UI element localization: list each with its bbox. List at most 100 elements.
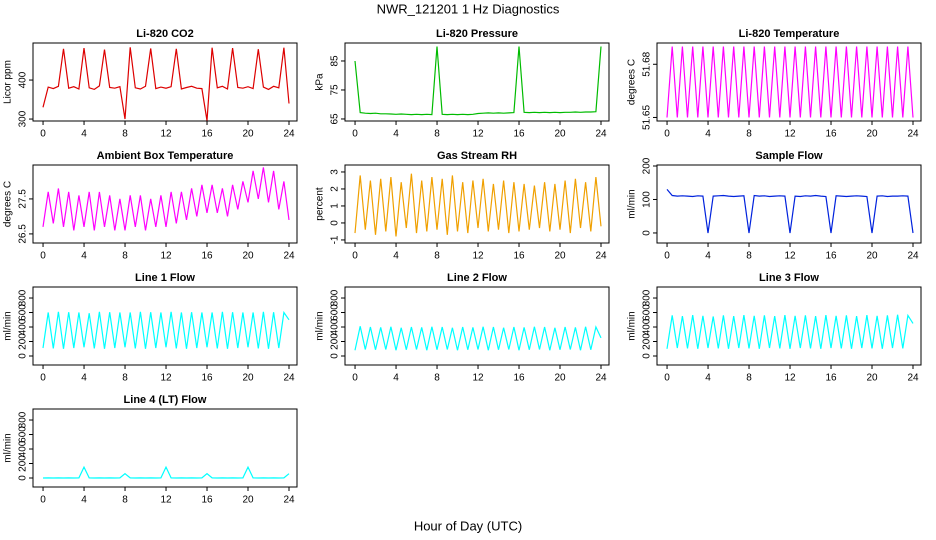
y-tick-label: 100: [642, 191, 653, 208]
y-tick-label: 400: [18, 71, 29, 88]
y-tick-label: 75: [330, 84, 341, 96]
plot-area: [354, 325, 602, 351]
y-axis-title: Licor ppm: [3, 60, 14, 104]
panel-frame: [32, 164, 298, 244]
x-tick-label: 20: [866, 129, 878, 140]
panel-title: Line 4 (LT) Flow: [124, 394, 207, 406]
x-tick-label: 20: [554, 129, 566, 140]
x-tick-label: 16: [201, 495, 213, 506]
x-tick-label: 20: [242, 251, 254, 262]
x-tick-label: 16: [513, 373, 525, 384]
y-axis-title: ml/min: [627, 189, 638, 218]
x-tick-label: 8: [434, 373, 440, 384]
y-tick-label: 600: [330, 304, 341, 321]
y-tick-label: 200: [18, 455, 29, 472]
x-tick-label: 8: [122, 495, 128, 506]
panel-frame: [32, 408, 298, 488]
data-line: [666, 46, 914, 118]
x-tick-label: 0: [40, 251, 46, 262]
panel-frame: [656, 286, 922, 366]
figure-title: NWR_121201 1 Hz Diagnostics: [377, 1, 560, 16]
x-tick-label: 4: [393, 251, 399, 262]
panel-frame: [344, 164, 610, 244]
panel-frame: [344, 42, 610, 122]
x-tick-label: 20: [554, 373, 566, 384]
x-tick-label: 12: [160, 373, 172, 384]
panel-title: Li-820 Temperature: [739, 28, 840, 40]
x-tick-label: 20: [554, 251, 566, 262]
y-axis-title: ml/min: [627, 311, 638, 340]
x-tick-label: 8: [746, 129, 752, 140]
x-tick-label: 4: [393, 373, 399, 384]
x-tick-label: 12: [472, 373, 484, 384]
x-tick-label: 24: [595, 251, 607, 262]
y-tick-label: 200: [642, 157, 653, 174]
x-tick-label: 4: [705, 251, 711, 262]
x-tick-label: 24: [907, 373, 919, 384]
y-tick-label: 85: [330, 55, 341, 67]
y-tick-label: 800: [642, 289, 653, 306]
y-tick-label: 300: [18, 110, 29, 127]
y-tick-label: 400: [18, 440, 29, 457]
plot-area: [354, 173, 602, 237]
panel: Ambient Box Temperature degrees C 0 4 8 12 16 2…: [3, 150, 298, 262]
data-line: [354, 325, 602, 351]
x-tick-label: 16: [825, 251, 837, 262]
x-tick-label: 16: [201, 373, 213, 384]
x-tick-label: 4: [81, 495, 87, 506]
x-tick-label: 24: [283, 373, 295, 384]
x-tick-label: 24: [907, 251, 919, 262]
y-axis-title: ml/min: [315, 311, 326, 340]
x-tick-label: 4: [81, 251, 87, 262]
x-tick-label: 16: [825, 129, 837, 140]
panel-frame: [344, 286, 610, 366]
panel-title: Line 3 Flow: [759, 272, 819, 284]
plot-area: [42, 47, 290, 121]
y-tick-label: 600: [18, 426, 29, 443]
y-tick-label: 400: [18, 318, 29, 335]
panel: Li-820 Pressure kPa 0 4 8 12 16 20 24 65 75 85: [315, 28, 610, 140]
x-tick-label: 16: [825, 373, 837, 384]
panel-title: Ambient Box Temperature: [97, 150, 234, 162]
panel: Li-820 Temperature degrees C 0 4 8 12 16 20 24 51…: [627, 28, 922, 140]
x-tick-label: 12: [472, 251, 484, 262]
x-tick-label: 12: [160, 129, 172, 140]
x-tick-label: 12: [784, 251, 796, 262]
x-tick-label: 4: [81, 373, 87, 384]
y-tick-label: 3: [330, 169, 341, 175]
y-tick-label: 0: [330, 220, 341, 226]
x-tick-label: 20: [866, 251, 878, 262]
panel: Li-820 CO2 Licor ppm 0 4 8 12 16 20 24 300 400: [3, 28, 298, 140]
data-line: [42, 47, 290, 121]
x-tick-label: 20: [866, 373, 878, 384]
x-tick-label: 12: [160, 495, 172, 506]
y-tick-label: 0: [642, 353, 653, 359]
y-tick-label: 400: [330, 318, 341, 335]
y-axis-title: ml/min: [3, 433, 14, 462]
x-tick-label: 12: [472, 129, 484, 140]
x-tick-label: 20: [242, 495, 254, 506]
x-tick-label: 4: [393, 129, 399, 140]
x-tick-label: 0: [40, 129, 46, 140]
y-tick-label: 800: [18, 411, 29, 428]
y-tick-label: 600: [18, 304, 29, 321]
data-line: [666, 313, 914, 349]
y-tick-label: 1: [330, 203, 341, 209]
y-axis-title: degrees C: [627, 59, 638, 105]
plot-area: [42, 310, 290, 349]
x-tick-label: 8: [746, 251, 752, 262]
panel-frame: [656, 164, 922, 244]
y-tick-label: 0: [18, 475, 29, 481]
x-tick-label: 0: [40, 495, 46, 506]
x-tick-label: 12: [784, 373, 796, 384]
panel-title: Li-820 Pressure: [436, 28, 518, 40]
x-tick-label: 0: [664, 129, 670, 140]
y-tick-label: -1: [330, 235, 341, 244]
x-tick-label: 4: [705, 373, 711, 384]
x-axis-title: Hour of Day (UTC): [414, 518, 522, 533]
x-tick-label: 12: [784, 129, 796, 140]
y-tick-label: 0: [330, 353, 341, 359]
y-tick-label: 400: [642, 318, 653, 335]
